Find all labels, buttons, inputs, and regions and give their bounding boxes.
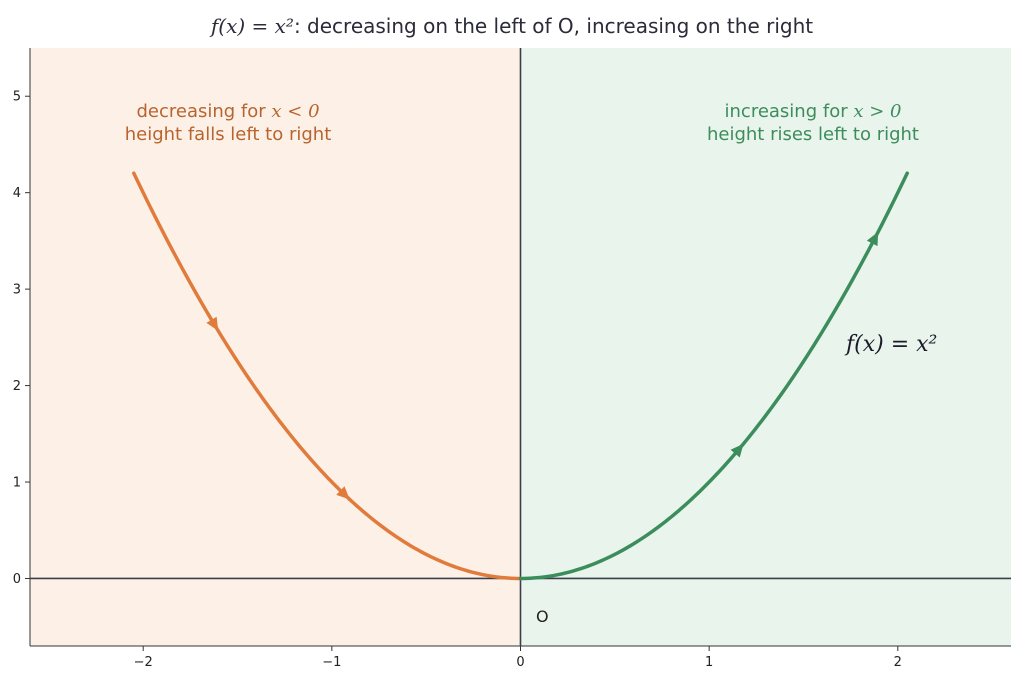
x-tick-label: −2 [134, 655, 153, 670]
x-tick-label: 0 [516, 655, 524, 670]
curve-group [132, 171, 909, 581]
region-backgrounds [30, 48, 1011, 646]
y-tick-label: 0 [13, 572, 21, 587]
right-annotation-prefix: increasing for [725, 101, 854, 122]
right-annotation-line1: increasing for x > 0 [725, 101, 902, 122]
title-math: f(x) = x² [209, 14, 294, 38]
right-annotation-math: x > 0 [853, 101, 901, 122]
x-tick-label: 1 [705, 655, 713, 670]
labels-group: f(x) = x²: decreasing on the left of O, … [125, 14, 938, 626]
y-tick-label: 4 [13, 186, 21, 201]
x-tick-label: 2 [894, 655, 902, 670]
increasing-branch-curve [518, 171, 909, 581]
title-text: : decreasing on the left of O, increasin… [294, 14, 813, 38]
down-arrow-marker [336, 486, 350, 500]
up-arrow-marker [730, 443, 744, 458]
y-tick-label: 3 [13, 283, 21, 298]
left-annotation-line2: height falls left to right [125, 124, 332, 145]
chart-title: f(x) = x²: decreasing on the left of O, … [209, 14, 813, 38]
left-annotation-line1: decreasing for x < 0 [136, 101, 319, 122]
left-annotation-math: x < 0 [271, 101, 319, 122]
y-tick-label: 5 [13, 90, 21, 105]
function-label: f(x) = x² [844, 332, 937, 357]
left-annotation-prefix: decreasing for [136, 101, 271, 122]
right-region-shade [520, 48, 1011, 646]
up-arrow-marker [866, 231, 879, 247]
right-annotation-line2: height rises left to right [707, 124, 919, 145]
x-tick-label: −1 [322, 655, 341, 670]
origin-label: O [536, 607, 549, 626]
down-arrow-marker [206, 316, 219, 331]
y-tick-label: 2 [13, 379, 21, 394]
left-region-shade [30, 48, 521, 646]
decreasing-branch-curve [132, 171, 523, 581]
y-tick-label: 1 [13, 476, 21, 491]
